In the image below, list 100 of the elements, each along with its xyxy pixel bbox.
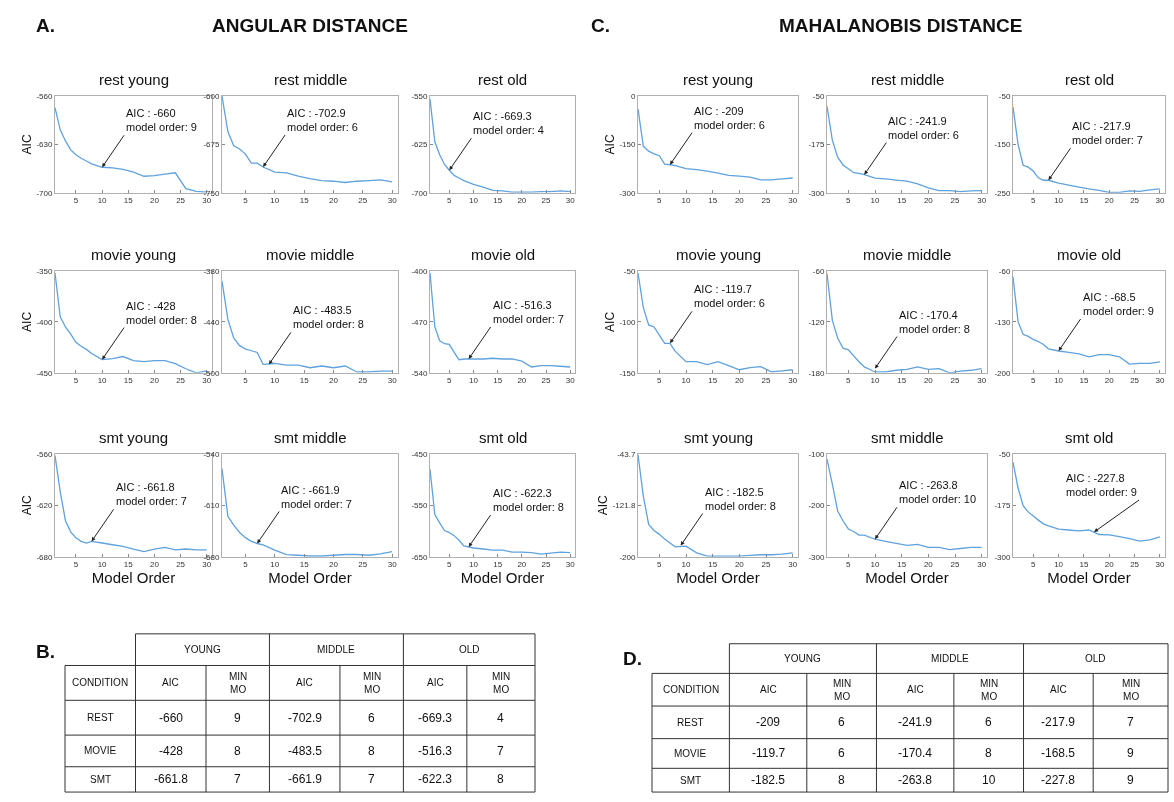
y-tick-label: -43.7 [617,449,636,459]
annotation: AIC : -119.7 model order: 6 [694,283,765,310]
y-tick-label: -560 [36,91,53,101]
y-tick-label: -175 [808,140,825,150]
text: A. [36,15,55,36]
text: -702.9 [288,711,323,725]
chart-title: rest middle [871,71,945,88]
text: -170.4 [898,746,933,760]
y-tick-label: -600 [203,91,220,101]
y-axis-title: AIC [19,134,34,155]
text: MAHALANOBIS DISTANCE [779,15,1023,36]
y-tick-label: -200 [994,368,1011,378]
x-tick-label: 30 [387,196,398,206]
x-tick-label: 30 [565,196,576,206]
text: AIC [427,677,444,688]
text: CONDITION [72,677,129,688]
chart-title: movie young [91,246,177,263]
x-tick-label: 20 [923,376,934,386]
text: 8 [234,744,241,758]
x-tick-label: 15 [123,376,134,386]
annotation: AIC : -661.9 model order: 7 [281,484,352,511]
text: 9 [234,711,241,725]
x-tick-label: 20 [149,196,160,206]
x-tick-label: 5 [73,376,79,386]
annotation: AIC : -263.8 model order: 10 [899,479,977,506]
x-tick-label: 30 [977,560,987,570]
x-tick-label: 15 [897,560,907,570]
category-label: REST [677,717,704,728]
chart-title: movie middle [266,246,355,263]
category-label: SMT [680,775,702,786]
x-tick-label: 15 [1079,560,1089,570]
chart-title: smt middle [274,429,347,446]
line-series [1013,461,1161,542]
line-series [1013,276,1161,365]
text: 6 [838,715,845,729]
text: AIC [162,677,179,688]
x-tick-label: 15 [897,376,907,386]
y-tick-label: -470 [411,317,428,327]
y-tick-label: 0 [630,91,636,101]
x-tick-label: 10 [469,376,479,386]
x-tick-label: 15 [493,376,503,386]
y-axis-title: AIC [602,134,617,155]
text: 8 [985,746,992,760]
text: 10 [982,773,996,787]
x-tick-label: 15 [493,560,503,570]
text: -661.9 [288,772,323,786]
text: C. [591,15,610,36]
text: AIC [296,677,313,688]
y-axis-title: AIC [19,494,34,516]
x-tick-label: 30 [1155,376,1165,386]
x-tick-label: 20 [149,376,160,386]
x-tick-label: 10 [469,560,479,570]
y-tick-label: -450 [411,449,428,459]
annotation: AIC : -170.4 model order: 8 [899,309,970,336]
y-tick-label: -50 [998,91,1011,101]
x-tick-label: 5 [243,376,249,386]
chart-title: smt old [479,429,528,446]
text: MIN MO [229,671,248,695]
annotation: AIC : -661.8 model order: 7 [116,481,187,508]
x-tick-label: 5 [657,196,663,206]
chart-title: movie young [676,246,762,263]
x-tick-label: 10 [270,560,280,570]
line-series [222,95,393,184]
x-tick-label: 15 [897,196,907,206]
x-tick-label: 5 [447,196,453,206]
y-axis-title: AIC [19,311,34,332]
x-tick-label: 10 [270,196,280,206]
y-axis-title: AIC [596,494,611,516]
x-tick-label: 20 [517,560,527,570]
x-tick-label: 15 [1079,196,1089,206]
annotation: AIC : -227.8 model order: 9 [1066,472,1137,499]
x-tick-label: 30 [788,560,798,570]
y-tick-label: -700 [411,188,428,198]
y-tick-label: -50 [812,91,825,101]
line-series [827,105,983,193]
text: AIC [760,684,777,695]
text: MIN MO [980,678,999,702]
x-axis-title: Model Order [91,569,176,587]
y-tick-label: -560 [36,449,53,459]
x-tick-label: 10 [97,376,108,386]
chart-title: smt middle [871,429,944,446]
text: CONDITION [663,684,720,695]
x-tick-label: 10 [681,196,691,206]
x-tick-label: 30 [202,560,212,570]
chart-title: smt old [1065,429,1114,446]
text: -209 [756,715,781,729]
x-tick-label: 25 [176,376,186,386]
x-tick-label: 25 [358,376,368,386]
category-label: MIDDLE [931,653,970,664]
text: -168.5 [1041,746,1076,760]
x-tick-label: 20 [149,560,160,570]
text: 4 [497,711,504,725]
x-tick-label: 5 [447,560,453,570]
text: D. [623,648,642,669]
x-tick-label: 15 [299,560,310,570]
x-tick-label: 25 [358,196,368,206]
x-tick-label: 5 [73,196,79,206]
annotation: AIC : -669.3 model order: 4 [473,110,544,137]
y-tick-label: -630 [36,140,53,150]
x-tick-label: 5 [657,376,663,386]
